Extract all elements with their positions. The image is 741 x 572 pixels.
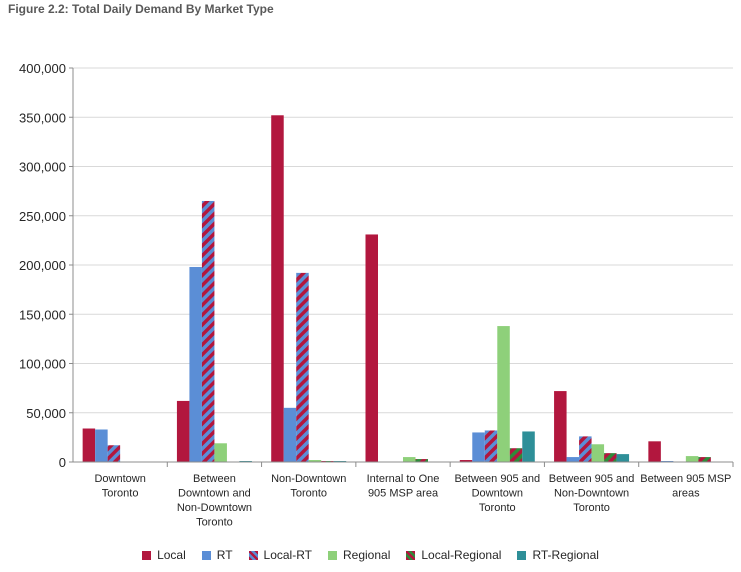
bars — [82, 115, 711, 462]
bar-local-rt — [107, 445, 121, 462]
y-tick-label: 250,000 — [19, 209, 66, 224]
bar-rt-regional — [522, 431, 535, 462]
legend-item-rt-regional: RT-Regional — [517, 548, 599, 562]
legend-item-local-regional: Local-Regional — [406, 548, 501, 562]
y-tick-label: 100,000 — [19, 357, 66, 372]
legend-swatch — [328, 550, 337, 560]
bar-local-regional — [415, 459, 428, 462]
bar-local-rt — [484, 430, 498, 462]
bar-local — [365, 234, 378, 462]
bar-local-rt — [579, 436, 592, 462]
bar-regional — [497, 326, 510, 462]
legend-label: Local-Regional — [421, 548, 502, 562]
bar-rt — [566, 457, 580, 462]
y-tick-label: 50,000 — [26, 406, 66, 421]
y-tick-labels: 0 50,000 100,000 150,000 200,000 250,000 300,0… — [19, 61, 66, 470]
bar-local — [554, 391, 567, 462]
chart-title: Figure 2.2: Total Daily Demand By Market… — [8, 2, 274, 16]
x-tick-label: Downtown Toronto — [94, 473, 145, 500]
bar-rt — [189, 266, 202, 462]
y-tick-label: 300,000 — [19, 160, 66, 175]
bar-local — [648, 441, 661, 462]
bar-rt — [283, 407, 297, 462]
bar-regional — [685, 456, 699, 462]
legend-item-rt: RT — [201, 548, 233, 562]
x-tick-labels: Downtown Toronto Between Downtown and Non-Do… — [94, 473, 731, 529]
x-tick-label: Between Downtown and Non-Downtown Toronto — [177, 473, 252, 529]
bar-local-regional — [604, 453, 617, 462]
legend-label: RT — [216, 548, 233, 562]
x-tick-label: Between 905 and Non-Downtown Toronto — [549, 473, 635, 514]
bar-local — [176, 400, 190, 462]
bar-local — [459, 460, 473, 462]
bar-regional — [591, 444, 605, 462]
bar-regional — [403, 457, 416, 462]
y-tick-label: 350,000 — [19, 110, 66, 125]
axes — [69, 67, 734, 467]
legend-swatch — [517, 550, 527, 560]
bar-regional — [214, 443, 227, 462]
bar-rt — [95, 429, 108, 462]
bar-local-regional — [698, 457, 711, 462]
legend-item-local: Local — [142, 548, 186, 562]
x-tick-label: Non-Downtown Toronto — [271, 473, 346, 500]
legend-swatch — [142, 550, 152, 560]
legend-item-local-rt: Local-RT — [248, 548, 312, 562]
legend-swatch — [201, 550, 211, 560]
y-tick-label: 150,000 — [19, 307, 66, 322]
bar-regional — [308, 460, 322, 462]
legend-label: Local — [157, 548, 186, 562]
bar-local — [271, 115, 284, 462]
legend-label: RT-Regional — [532, 548, 599, 562]
legend-label: Local-RT — [263, 548, 312, 562]
bar-rt — [472, 432, 485, 462]
legend: Local RT Local-RT Regional Local-Regional RT-… — [0, 548, 741, 562]
gridlines — [73, 67, 733, 414]
x-tick-label: Internal to One 905 MSP area — [367, 473, 440, 500]
bar-local-rt — [296, 272, 309, 462]
bar-local-regional — [509, 448, 523, 462]
x-tick-label: Between 905 MSP areas — [640, 473, 731, 500]
legend-label: Regional — [343, 548, 391, 562]
y-tick-label: 200,000 — [19, 258, 66, 273]
bar-rt-regional — [616, 454, 630, 462]
y-tick-label: 0 — [59, 455, 66, 470]
bar-local-rt — [201, 200, 215, 462]
legend-swatch — [406, 550, 416, 560]
bar-local — [82, 428, 96, 462]
x-tick-label: Between 905 and Downtown Toronto — [454, 473, 540, 514]
y-tick-label: 400,000 — [19, 61, 66, 76]
legend-swatch — [248, 550, 258, 560]
legend-item-regional: Regional — [328, 548, 390, 562]
